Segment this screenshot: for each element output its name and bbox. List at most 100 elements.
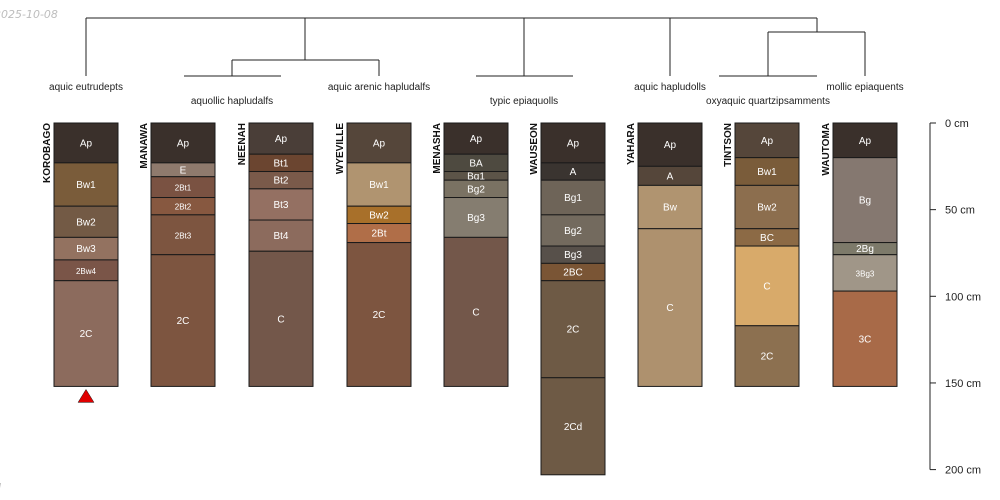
horizon-ap	[248, 122, 314, 155]
horizon-ap	[540, 122, 606, 164]
horizon-label: Bw3	[76, 244, 96, 255]
horizon-2cd	[540, 377, 606, 476]
profile-name: MANAWA	[139, 123, 150, 169]
horizon-bg2	[540, 214, 606, 247]
horizon-label: Bg	[859, 196, 871, 207]
horizon-label: Bw2	[76, 217, 96, 228]
marker-triangle	[77, 388, 95, 403]
axis-tick-label: 50 cm	[945, 205, 975, 217]
taxa-labels: aquic eutrudepts aquollic hapludalfs aqu…	[49, 82, 904, 107]
taxon-label: aquollic hapludalfs	[191, 96, 273, 107]
horizon-ap	[150, 122, 216, 164]
profile-name: WYEVILLE	[335, 123, 346, 174]
taxon-label: typic epiaquolls	[490, 96, 558, 107]
horizon-label: C	[763, 281, 770, 292]
horizon-label: 3Bg3	[856, 269, 875, 278]
horizon-label: Ap	[80, 138, 93, 149]
profile-name: MENASHA	[432, 123, 443, 174]
horizon-label: C	[472, 307, 479, 318]
profile-name: YAHARA	[626, 123, 637, 165]
profile-name: WAUTOMA	[821, 123, 832, 176]
horizon-2c	[540, 280, 606, 379]
axis-tick-label: 0 cm	[945, 118, 969, 130]
horizon-label: 2Bt1	[175, 184, 192, 193]
horizon-label: 2C	[177, 316, 190, 327]
horizon-label: C	[277, 314, 284, 325]
horizon-label: 2Bt	[371, 229, 386, 240]
horizon-label: Bt4	[273, 231, 288, 242]
horizon-label: 2Cd	[564, 422, 582, 433]
profile-korobago: Ap Bw1 Bw2 Bw3 2Bw4 2C KOROBAGO	[42, 122, 119, 387]
taxon-label: aquic hapludolls	[634, 82, 706, 93]
horizon-label: 2Bt2	[175, 203, 192, 212]
horizon-label: 2BC	[563, 268, 582, 279]
axis-tick-label: 100 cm	[945, 291, 981, 303]
horizon-label: 2C	[373, 310, 386, 321]
profile-name: TINTSON	[723, 123, 734, 167]
horizon-bw1	[734, 157, 800, 186]
horizon-label: 3C	[859, 334, 872, 345]
horizon-label: Bw2	[369, 210, 389, 221]
horizon-label: BC	[760, 233, 774, 244]
horizon-label: 2Bt3	[175, 231, 192, 240]
profile-neenah: Ap Bt1 Bt2 Bt3 Bt4 C NEENAH	[237, 122, 314, 387]
horizon-label: Ap	[567, 138, 580, 149]
horizon-label: Ap	[859, 136, 872, 147]
horizon-label: Bw1	[369, 180, 389, 191]
horizon-bg3	[443, 197, 509, 238]
horizon-label: Bw2	[757, 203, 777, 214]
horizon-label: Ap	[275, 134, 288, 145]
horizon-label: Bt1	[273, 158, 288, 169]
horizon-label: Bw1	[76, 180, 96, 191]
horizon-label: 2C	[567, 325, 580, 336]
taxon-label: aquic arenic hapludalfs	[328, 82, 430, 93]
horizon-2c	[346, 242, 412, 387]
corner-mark: l	[0, 481, 1, 494]
horizon-label: Bw	[663, 203, 678, 214]
horizon-label: Bg3	[467, 213, 485, 224]
profile-manawa: Ap E 2Bt1 2Bt2 2Bt3 2C MANAWA	[139, 122, 216, 387]
depth-axis: 0 cm 50 cm 100 cm 150 cm 200 cm	[929, 118, 981, 477]
profile-name: WAUSEON	[529, 123, 540, 175]
horizon-label: Ap	[761, 136, 774, 147]
horizon-bg	[832, 157, 898, 244]
horizon-label: Bg2	[564, 226, 582, 237]
horizon-label: Bt2	[273, 176, 288, 187]
horizon-label: Ap	[177, 138, 190, 149]
horizon-c	[637, 228, 703, 387]
horizon-label: Bg2	[467, 184, 485, 195]
profile-tintson: Ap Bw1 Bw2 BC C 2C TINTSON	[723, 122, 800, 387]
horizon-bg1	[540, 179, 606, 216]
horizon-label: Bg1	[564, 193, 582, 204]
date-stamp: 2025-10-08	[0, 8, 58, 21]
profile-menasha: Ap BA Bg1 Bg2 Bg3 C MENASHA	[432, 122, 509, 387]
horizon-label: Ap	[470, 134, 483, 145]
profile-name: KOROBAGO	[42, 123, 53, 183]
profile-wauseon: Ap A Bg1 Bg2 Bg3 2BC 2C 2Cd WAUSEON	[529, 122, 606, 476]
horizon-bw1	[53, 162, 119, 207]
profile-name: NEENAH	[237, 123, 248, 165]
horizon-ap	[53, 122, 119, 164]
horizon-label: Bg3	[564, 250, 582, 261]
axis-tick-label: 200 cm	[945, 465, 981, 477]
horizon-bw	[637, 184, 703, 230]
horizon-bw1	[346, 162, 412, 207]
horizon-2c	[53, 280, 119, 387]
horizon-label: 2C	[761, 352, 774, 363]
horizon-label: E	[180, 165, 187, 176]
horizon-ap	[734, 122, 800, 159]
horizon-label: Bw1	[757, 167, 777, 178]
taxon-label: oxyaquic quartzipsamments	[706, 96, 830, 107]
horizon-c	[248, 250, 314, 387]
horizon-label: A	[570, 167, 577, 178]
horizon-label: Bg1	[467, 171, 485, 182]
axis-tick-label: 150 cm	[945, 378, 981, 390]
horizon-label: Ap	[664, 140, 677, 151]
horizon-label: BA	[469, 158, 483, 169]
horizon-2c	[734, 325, 800, 387]
horizon-3c	[832, 290, 898, 387]
taxon-label: mollic epiaquents	[826, 82, 903, 93]
horizon-label: 2Bw4	[76, 267, 97, 276]
horizon-c	[443, 236, 509, 387]
